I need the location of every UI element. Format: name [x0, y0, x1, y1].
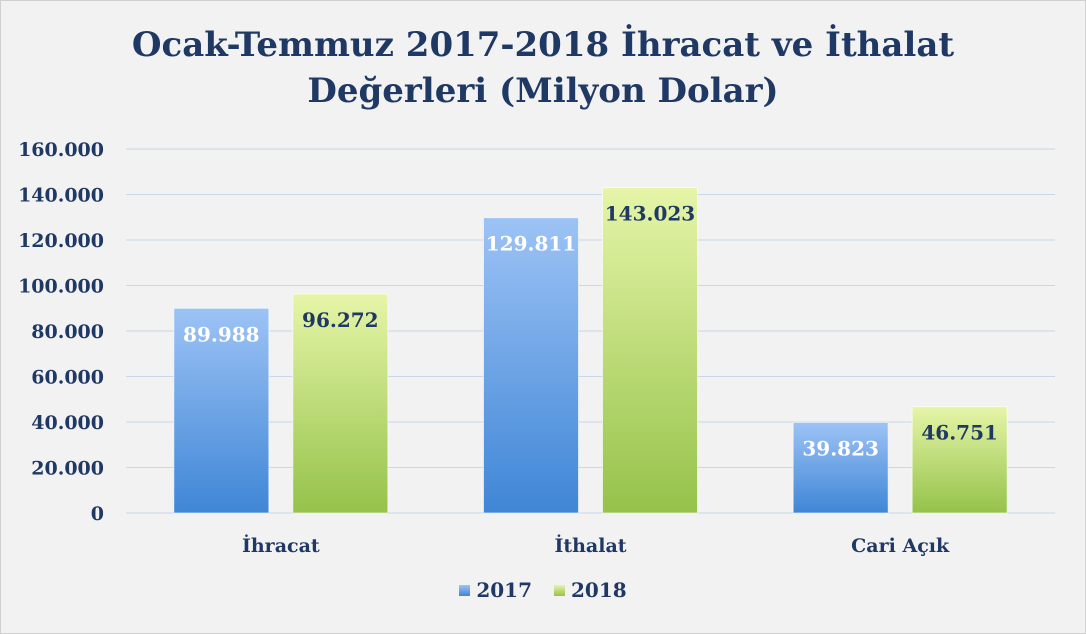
x-tick-label: İhracat: [242, 534, 320, 557]
y-tick-label: 140.000: [18, 185, 104, 207]
y-tick-label: 80.000: [31, 321, 104, 343]
legend-swatch-2018: [554, 584, 565, 596]
legend-swatch-2017: [459, 584, 471, 596]
chart-title-line-1: Ocak-Temmuz 2017-2018 İhracat ve İthalat: [131, 25, 955, 65]
data-label: 96.272: [302, 308, 379, 332]
y-tick-label: 120.000: [18, 230, 104, 252]
chart-title-line-2: Değerleri (Milyon Dolar): [307, 71, 779, 111]
legend-item-2017: 2017: [459, 578, 532, 602]
data-label: 89.988: [183, 322, 260, 346]
legend-item-2018: 2018: [554, 578, 627, 602]
bar-2017: [792, 421, 889, 514]
bar-2018: [911, 406, 1008, 514]
y-tick-label: 0: [91, 503, 104, 525]
bar-2018: [602, 187, 698, 514]
y-tick-label: 60.000: [31, 367, 104, 389]
x-tick-label: İthalat: [554, 534, 626, 557]
y-tick-label: 100.000: [18, 276, 104, 298]
bar-2017: [173, 307, 270, 514]
bar-2017: [483, 217, 579, 514]
data-label: 39.823: [802, 436, 879, 460]
y-tick-label: 20.000: [31, 458, 104, 480]
data-label: 129.811: [486, 232, 576, 256]
x-tick-label: Cari Açık: [851, 535, 950, 557]
data-label: 143.023: [605, 202, 695, 226]
y-tick-label: 40.000: [31, 412, 104, 434]
legend-label-2018: 2018: [571, 578, 627, 602]
data-label: 46.751: [921, 421, 998, 445]
y-tick-label: 160.000: [18, 139, 104, 161]
chart-title: Ocak-Temmuz 2017-2018 İhracat ve İthalat…: [0, 22, 1086, 114]
legend-label-2017: 2017: [476, 578, 532, 602]
bar-2018: [292, 293, 389, 514]
legend: 2017 2018: [0, 578, 1086, 602]
